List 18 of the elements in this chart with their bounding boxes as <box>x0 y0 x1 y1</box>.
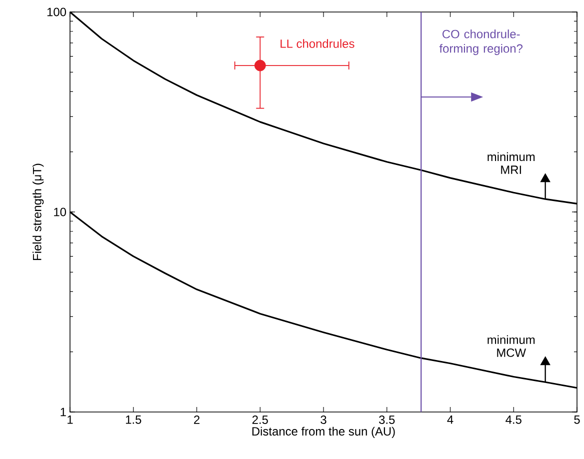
ref-line-label: CO chondrule-forming region? <box>439 30 523 56</box>
x-tick-label: 4 <box>447 416 454 424</box>
y-tick-label: 10 <box>54 208 66 216</box>
series-label: LL chondrules <box>280 39 354 48</box>
y-tick-label: 100 <box>47 8 66 16</box>
series-label: minimum MCW <box>488 335 535 357</box>
x-tick-label: 5 <box>574 416 580 424</box>
x-axis-title: Distance from the sun (AU) <box>252 426 395 438</box>
x-tick-label: 4.5 <box>506 416 522 424</box>
y-tick-label: 1 <box>60 408 66 416</box>
x-tick-label: 3 <box>320 416 326 424</box>
x-tick-label: 2 <box>194 416 200 424</box>
y-axis-title: Field strength (μT) <box>32 164 44 260</box>
series-label: minimum MRI <box>488 152 535 174</box>
x-tick-label: 3.5 <box>379 416 395 424</box>
x-tick-label: 2.5 <box>252 416 268 424</box>
x-tick-label: 1.5 <box>126 416 142 424</box>
x-tick-label: 1 <box>68 416 73 424</box>
